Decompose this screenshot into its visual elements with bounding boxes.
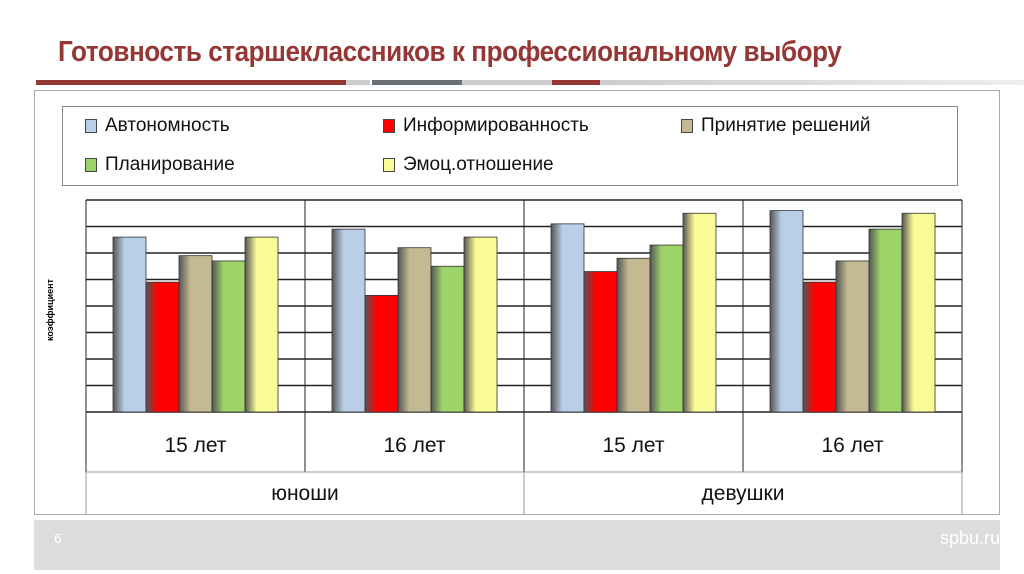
bar — [649, 244, 684, 413]
legend-swatch — [383, 119, 395, 133]
bar — [397, 247, 432, 413]
legend-item: Принятие решений — [681, 115, 870, 137]
category-label: 16 лет — [821, 434, 883, 457]
decor-line — [346, 80, 370, 85]
footer: 6 spbu.ru — [34, 520, 1000, 570]
decor-line — [600, 80, 1024, 85]
decor-line — [462, 80, 552, 85]
legend-item: Эмоц.отношение — [383, 154, 554, 176]
legend-item: Автономность — [85, 115, 230, 137]
bar — [145, 281, 180, 413]
category-label: 15 лет — [602, 434, 664, 457]
legend-swatch — [85, 158, 97, 172]
bar — [211, 260, 246, 413]
decor-line — [552, 80, 600, 85]
bar — [583, 271, 618, 413]
category-label: 16 лет — [383, 434, 445, 457]
legend-label: Эмоц.отношение — [403, 154, 554, 175]
decor-line — [372, 80, 462, 85]
bar — [835, 260, 870, 413]
bar — [463, 236, 498, 413]
page-number: 6 — [54, 530, 62, 546]
bar — [430, 265, 465, 413]
legend-swatch — [85, 119, 97, 133]
category-label: 15 лет — [164, 434, 226, 457]
bar — [802, 281, 837, 413]
bar — [364, 294, 399, 413]
bar — [682, 212, 717, 413]
legend-swatch — [383, 158, 395, 172]
legend-label: Планирование — [105, 154, 235, 175]
bar — [244, 236, 279, 413]
bar — [550, 223, 585, 413]
bar — [112, 236, 147, 413]
bar — [901, 212, 936, 413]
legend-label: Автономность — [105, 115, 230, 136]
bar — [178, 255, 213, 413]
legend: Автономность Информированность Принятие ре… — [62, 106, 958, 186]
bar — [868, 228, 903, 413]
decor-line — [36, 80, 346, 85]
bar — [331, 228, 366, 413]
slide-title: Готовность старшеклассников к профессион… — [58, 36, 842, 68]
legend-item: Планирование — [85, 154, 235, 176]
site-url: spbu.ru — [939, 528, 1000, 548]
chart-frame — [34, 90, 1000, 515]
legend-swatch — [681, 119, 693, 133]
legend-item: Информированность — [383, 115, 589, 137]
group-label: девушки — [702, 482, 785, 505]
bar — [769, 210, 804, 413]
legend-label: Информированность — [403, 115, 589, 136]
legend-label: Принятие решений — [701, 115, 871, 136]
bar — [616, 257, 651, 413]
group-label: юноши — [271, 482, 339, 505]
